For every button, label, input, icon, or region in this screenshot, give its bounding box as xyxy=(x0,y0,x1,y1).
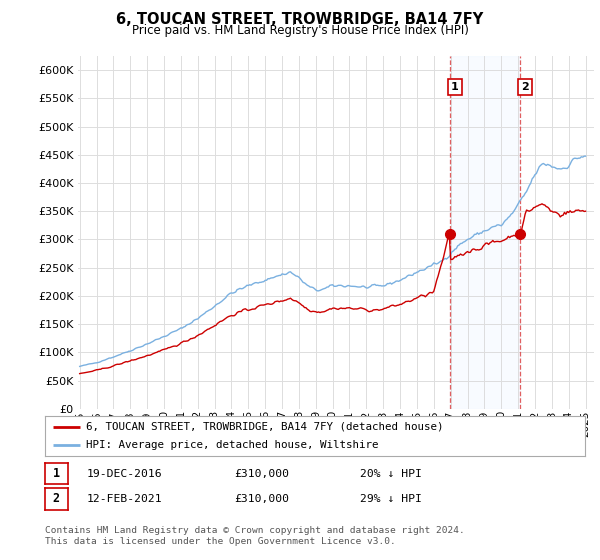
Text: 29% ↓ HPI: 29% ↓ HPI xyxy=(360,494,422,504)
Text: Contains HM Land Registry data © Crown copyright and database right 2024.
This d: Contains HM Land Registry data © Crown c… xyxy=(45,526,465,546)
Text: £310,000: £310,000 xyxy=(234,494,289,504)
Text: £310,000: £310,000 xyxy=(234,469,289,479)
Text: 20% ↓ HPI: 20% ↓ HPI xyxy=(360,469,422,479)
Text: 1: 1 xyxy=(53,467,60,480)
Text: 1: 1 xyxy=(451,82,459,92)
Text: HPI: Average price, detached house, Wiltshire: HPI: Average price, detached house, Wilt… xyxy=(86,440,378,450)
Text: 19-DEC-2016: 19-DEC-2016 xyxy=(87,469,163,479)
Text: 2: 2 xyxy=(521,82,529,92)
Text: 12-FEB-2021: 12-FEB-2021 xyxy=(87,494,163,504)
Text: 6, TOUCAN STREET, TROWBRIDGE, BA14 7FY (detached house): 6, TOUCAN STREET, TROWBRIDGE, BA14 7FY (… xyxy=(86,422,443,432)
Text: 2: 2 xyxy=(53,492,60,506)
Text: Price paid vs. HM Land Registry's House Price Index (HPI): Price paid vs. HM Land Registry's House … xyxy=(131,24,469,36)
Bar xyxy=(450,56,520,409)
Text: 6, TOUCAN STREET, TROWBRIDGE, BA14 7FY: 6, TOUCAN STREET, TROWBRIDGE, BA14 7FY xyxy=(116,12,484,27)
